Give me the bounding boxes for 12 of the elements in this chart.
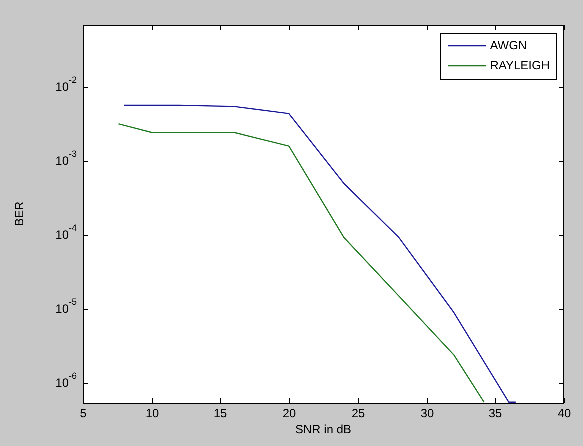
legend-label: RAYLEIGH <box>490 58 550 72</box>
x-tick-label: 20 <box>282 406 296 420</box>
x-tick-label: 35 <box>488 406 502 420</box>
x-tick-label: 5 <box>80 406 88 420</box>
x-axis-title: SNR in dB <box>295 422 352 436</box>
x-tick-label: 15 <box>214 406 228 420</box>
y-axis-title: BER <box>12 201 26 226</box>
x-tick-label: 10 <box>146 406 160 420</box>
x-tick-label: 40 <box>558 406 572 420</box>
x-tick-label: 25 <box>352 406 366 420</box>
legend-label: AWGN <box>490 38 528 52</box>
x-tick-label: 30 <box>420 406 434 420</box>
